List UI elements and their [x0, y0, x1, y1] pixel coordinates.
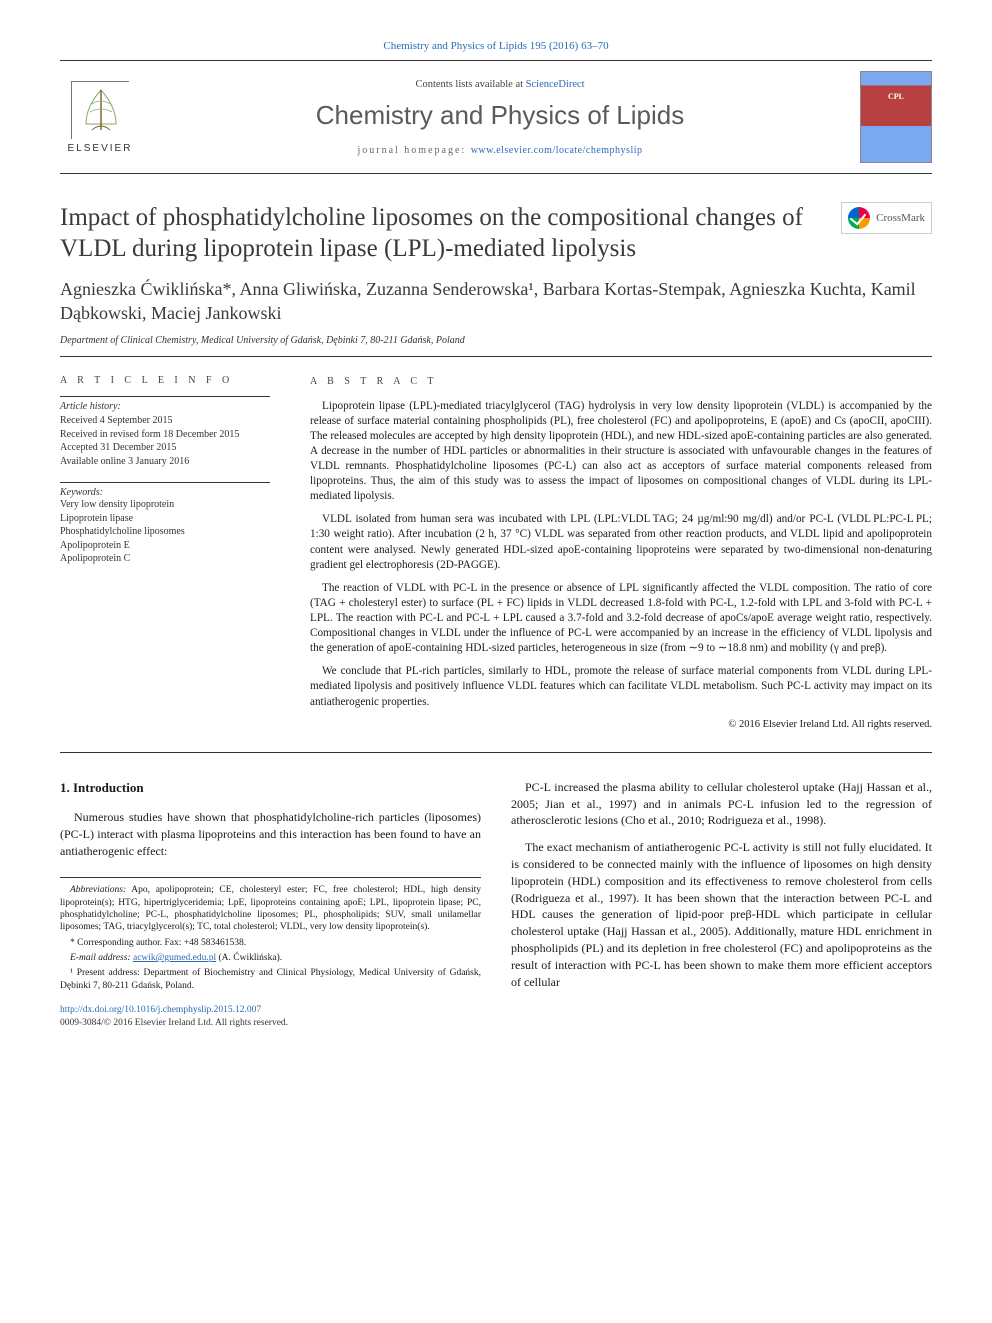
footnote-email: E-mail address: acwik@gumed.edu.pl (A. Ć… [60, 952, 481, 964]
publisher-name: ELSEVIER [68, 143, 133, 154]
doi-link[interactable]: http://dx.doi.org/10.1016/j.chemphyslip.… [60, 1005, 261, 1015]
masthead: ELSEVIER Contents lists available at Sci… [60, 60, 932, 174]
keyword: Lipoprotein lipase [60, 512, 270, 526]
keyword: Phosphatidylcholine liposomes [60, 525, 270, 539]
history-received: Received 4 September 2015 [60, 414, 270, 428]
body-columns: 1. Introduction Numerous studies have sh… [60, 779, 932, 1031]
email-label: E-mail address: [70, 953, 133, 963]
masthead-center: Contents lists available at ScienceDirec… [156, 79, 844, 156]
issn-copyright-line: 0009-3084/© 2016 Elsevier Ireland Ltd. A… [60, 1017, 481, 1030]
crossmark-icon [848, 207, 870, 229]
history-revised: Received in revised form 18 December 201… [60, 428, 270, 442]
footnote-corresponding: * Corresponding author. Fax: +48 5834615… [60, 937, 481, 949]
journal-homepage-link[interactable]: www.elsevier.com/locate/chemphyslip [471, 145, 643, 156]
divider [60, 356, 932, 357]
abstract-block: A B S T R A C T Lipoprotein lipase (LPL)… [310, 375, 932, 732]
elsevier-tree-icon [71, 81, 129, 139]
article-title: Impact of phosphatidylcholine liposomes … [60, 202, 821, 265]
abstract-head: A B S T R A C T [310, 375, 932, 389]
journal-homepage-line: journal homepage: www.elsevier.com/locat… [156, 145, 844, 156]
footnote-abbreviations: Abbreviations: Apo, apolipoprotein; CE, … [60, 884, 481, 933]
abstract-paragraph: VLDL isolated from human sera was incuba… [310, 512, 932, 572]
email-tail: (A. Ćwiklińska). [216, 953, 282, 963]
footnote-present-address: ¹ Present address: Department of Biochem… [60, 967, 481, 992]
sciencedirect-link[interactable]: ScienceDirect [526, 79, 585, 90]
article-info-block: A R T I C L E I N F O Article history: R… [60, 375, 270, 732]
keyword: Apolipoprotein C [60, 552, 270, 566]
keyword: Apolipoprotein E [60, 539, 270, 553]
footnotes-block: Abbreviations: Apo, apolipoprotein; CE, … [60, 877, 481, 992]
keywords-head: Keywords: [60, 482, 270, 498]
body-paragraph: PC-L increased the plasma ability to cel… [511, 779, 932, 829]
journal-name: Chemistry and Physics of Lipids [156, 100, 844, 131]
article-history-head: Article history: [60, 396, 270, 412]
cover-thumb-label: CPL [888, 92, 904, 101]
abbrev-label: Abbreviations: [70, 885, 126, 895]
crossmark-label: CrossMark [876, 212, 925, 224]
contents-prefix: Contents lists available at [415, 79, 525, 90]
section-heading-introduction: 1. Introduction [60, 779, 481, 797]
crossmark-badge[interactable]: CrossMark [841, 202, 932, 234]
abstract-copyright: © 2016 Elsevier Ireland Ltd. All rights … [310, 718, 932, 732]
doi-block: http://dx.doi.org/10.1016/j.chemphyslip.… [60, 1004, 481, 1031]
abstract-paragraph: The reaction of VLDL with PC-L in the pr… [310, 581, 932, 657]
history-online: Available online 3 January 2016 [60, 455, 270, 469]
column-left: 1. Introduction Numerous studies have sh… [60, 779, 481, 1031]
body-paragraph: The exact mechanism of antiatherogenic P… [511, 839, 932, 990]
contents-lists-line: Contents lists available at ScienceDirec… [156, 79, 844, 90]
publisher-logo: ELSEVIER [60, 81, 140, 154]
history-accepted: Accepted 31 December 2015 [60, 441, 270, 455]
affiliation: Department of Clinical Chemistry, Medica… [60, 335, 932, 346]
body-paragraph: Numerous studies have shown that phospha… [60, 809, 481, 859]
abstract-paragraph: Lipoprotein lipase (LPL)-mediated triacy… [310, 399, 932, 505]
journal-cover-thumb: CPL [860, 71, 932, 163]
column-right: PC-L increased the plasma ability to cel… [511, 779, 932, 1031]
running-head: Chemistry and Physics of Lipids 195 (201… [60, 40, 932, 52]
homepage-prefix: journal homepage: [357, 145, 470, 156]
keyword: Very low density lipoprotein [60, 498, 270, 512]
article-info-head: A R T I C L E I N F O [60, 375, 270, 386]
author-email-link[interactable]: acwik@gumed.edu.pl [133, 953, 216, 963]
abstract-paragraph: We conclude that PL-rich particles, simi… [310, 664, 932, 709]
authors-line: Agnieszka Ćwiklińska*, Anna Gliwińska, Z… [60, 277, 932, 326]
